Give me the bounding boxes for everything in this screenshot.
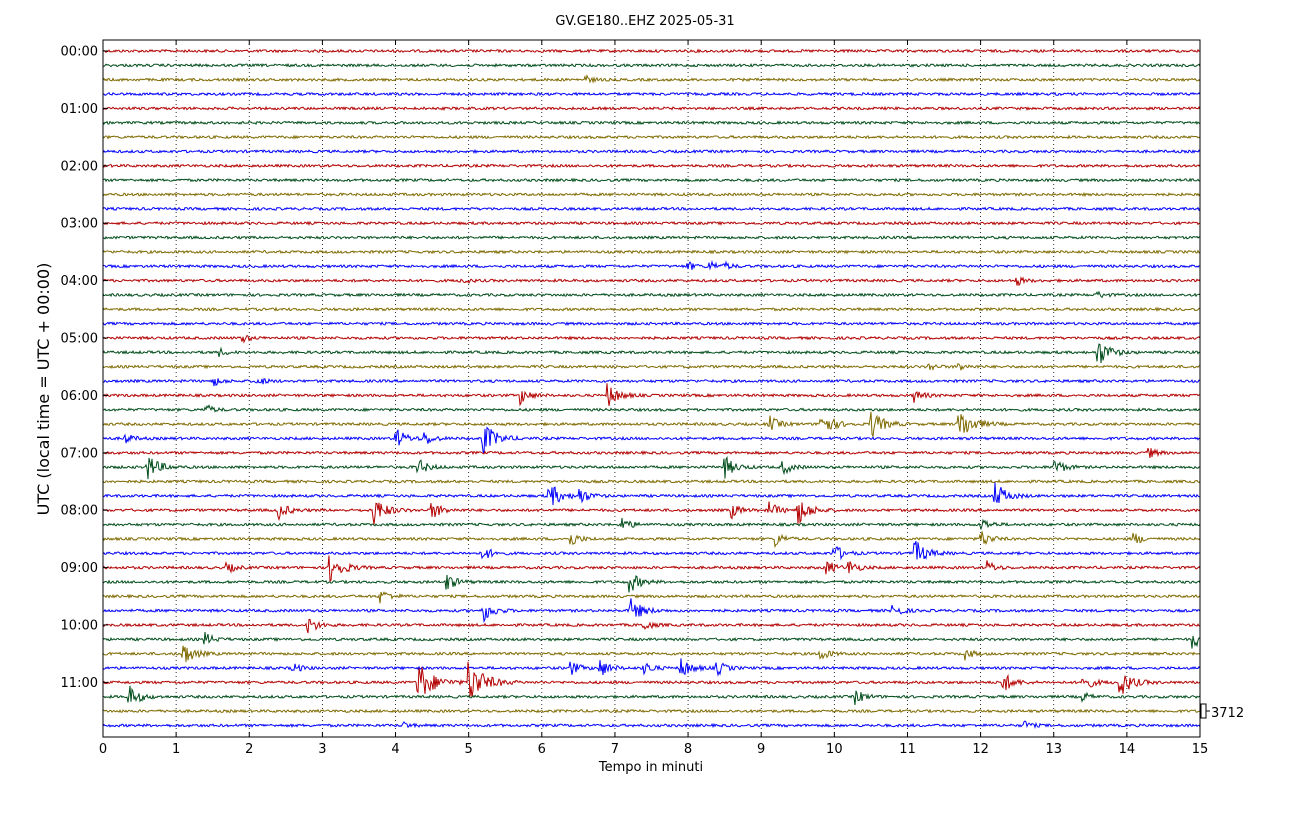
x-tick-label: 15	[1192, 742, 1209, 757]
y-tick-label: 07:00	[61, 446, 98, 461]
seismic-trace	[102, 720, 1201, 730]
seismic-trace	[102, 645, 1200, 663]
seismic-trace	[102, 177, 1201, 183]
seismic-trace	[102, 91, 1201, 97]
seismic-trace	[102, 62, 1201, 68]
seismic-trace	[102, 362, 1201, 372]
seismic-trace	[102, 479, 1201, 484]
x-tick-label: 12	[972, 742, 989, 757]
seismic-trace	[102, 708, 1201, 714]
gridlines	[175, 40, 1128, 737]
y-tick-label: 11:00	[61, 676, 98, 691]
y-axis-label: UTC (local time = UTC + 00:00)	[34, 263, 53, 516]
seismic-trace	[102, 658, 1201, 677]
y-tick-label: 06:00	[61, 389, 98, 404]
seismic-trace	[102, 377, 1201, 387]
seismic-trace	[102, 482, 1201, 506]
seismic-trace	[102, 105, 1201, 111]
seismic-trace	[102, 411, 1201, 439]
y-tick-label: 09:00	[61, 561, 98, 576]
y-tick-label: 01:00	[61, 102, 98, 117]
x-tick-label: 13	[1045, 742, 1062, 757]
x-tick-label: 6	[538, 742, 546, 757]
seismic-trace	[102, 591, 1201, 604]
x-tick-label: 14	[1119, 742, 1136, 757]
x-tick-label: 5	[465, 742, 473, 757]
x-tick-label: 1	[172, 742, 180, 757]
seismic-trace	[102, 74, 1201, 84]
seismic-trace	[102, 632, 1201, 649]
x-tick-label: 8	[684, 742, 692, 757]
y-tick-label: 04:00	[61, 274, 98, 289]
scale-bar: 3712	[1200, 703, 1244, 721]
seismic-trace	[102, 426, 1201, 454]
x-axis-label: Tempo in minuti	[598, 760, 703, 775]
seismic-trace	[102, 555, 1201, 583]
x-tick-label: 11	[899, 742, 916, 757]
y-axis-ticks: 00:00 01:00 02:00 03:00 04:00 05:00 06:00 07:00…	[61, 45, 108, 691]
x-tick-label: 0	[99, 742, 107, 757]
seismic-trace	[102, 618, 1201, 634]
y-tick-label: 00:00	[61, 45, 98, 60]
y-tick-label: 05:00	[61, 332, 98, 347]
seismic-trace	[102, 120, 1201, 126]
seismic-trace	[102, 249, 1201, 255]
seismic-trace	[102, 259, 1201, 271]
x-axis-ticks: 0 1 2 3 4 5 6 7 8 9 10 11 12 13 14 15	[99, 40, 1208, 757]
chart-title: GV.GE180..EHZ 2025-05-31	[555, 14, 734, 29]
seismic-trace	[102, 343, 1201, 364]
seismic-trace	[102, 220, 1201, 226]
seismic-trace	[102, 191, 1201, 198]
seismic-trace	[102, 306, 1201, 312]
scale-bar-label: 3712	[1211, 706, 1244, 721]
x-tick-label: 2	[245, 742, 253, 757]
seismic-trace	[102, 148, 1201, 155]
y-tick-label: 03:00	[61, 217, 98, 232]
seismic-trace	[102, 383, 1201, 407]
seismic-trace	[102, 290, 1201, 299]
x-tick-label: 10	[826, 742, 843, 757]
y-tick-label: 10:00	[61, 619, 98, 634]
seismic-trace	[102, 501, 1201, 525]
seismic-trace	[102, 531, 1201, 549]
seismic-trace	[102, 276, 1201, 287]
seismic-trace	[102, 48, 1201, 54]
seismic-trace	[102, 685, 1201, 705]
seismic-trace	[102, 404, 1201, 413]
seismic-trace	[102, 447, 1201, 459]
x-tick-label: 9	[757, 742, 765, 757]
seismic-trace	[102, 455, 1201, 480]
y-tick-label: 08:00	[61, 504, 98, 519]
x-tick-label: 3	[318, 742, 326, 757]
seismic-trace	[102, 206, 1201, 212]
seismic-trace	[102, 598, 1201, 624]
seismic-trace	[102, 517, 1201, 531]
seismic-trace	[102, 163, 1201, 169]
seismic-trace	[102, 540, 1201, 561]
seismic-trace	[102, 321, 1201, 327]
plot-frame	[102, 39, 1201, 738]
x-tick-label: 4	[391, 742, 399, 757]
x-tick-label: 7	[611, 742, 619, 757]
seismic-trace	[102, 574, 1201, 593]
seismic-trace	[102, 334, 1201, 344]
seismic-trace	[102, 134, 1201, 140]
y-tick-label: 02:00	[61, 159, 98, 174]
traces	[102, 48, 1201, 730]
seismic-trace	[102, 661, 1201, 698]
seismic-trace	[102, 235, 1201, 241]
